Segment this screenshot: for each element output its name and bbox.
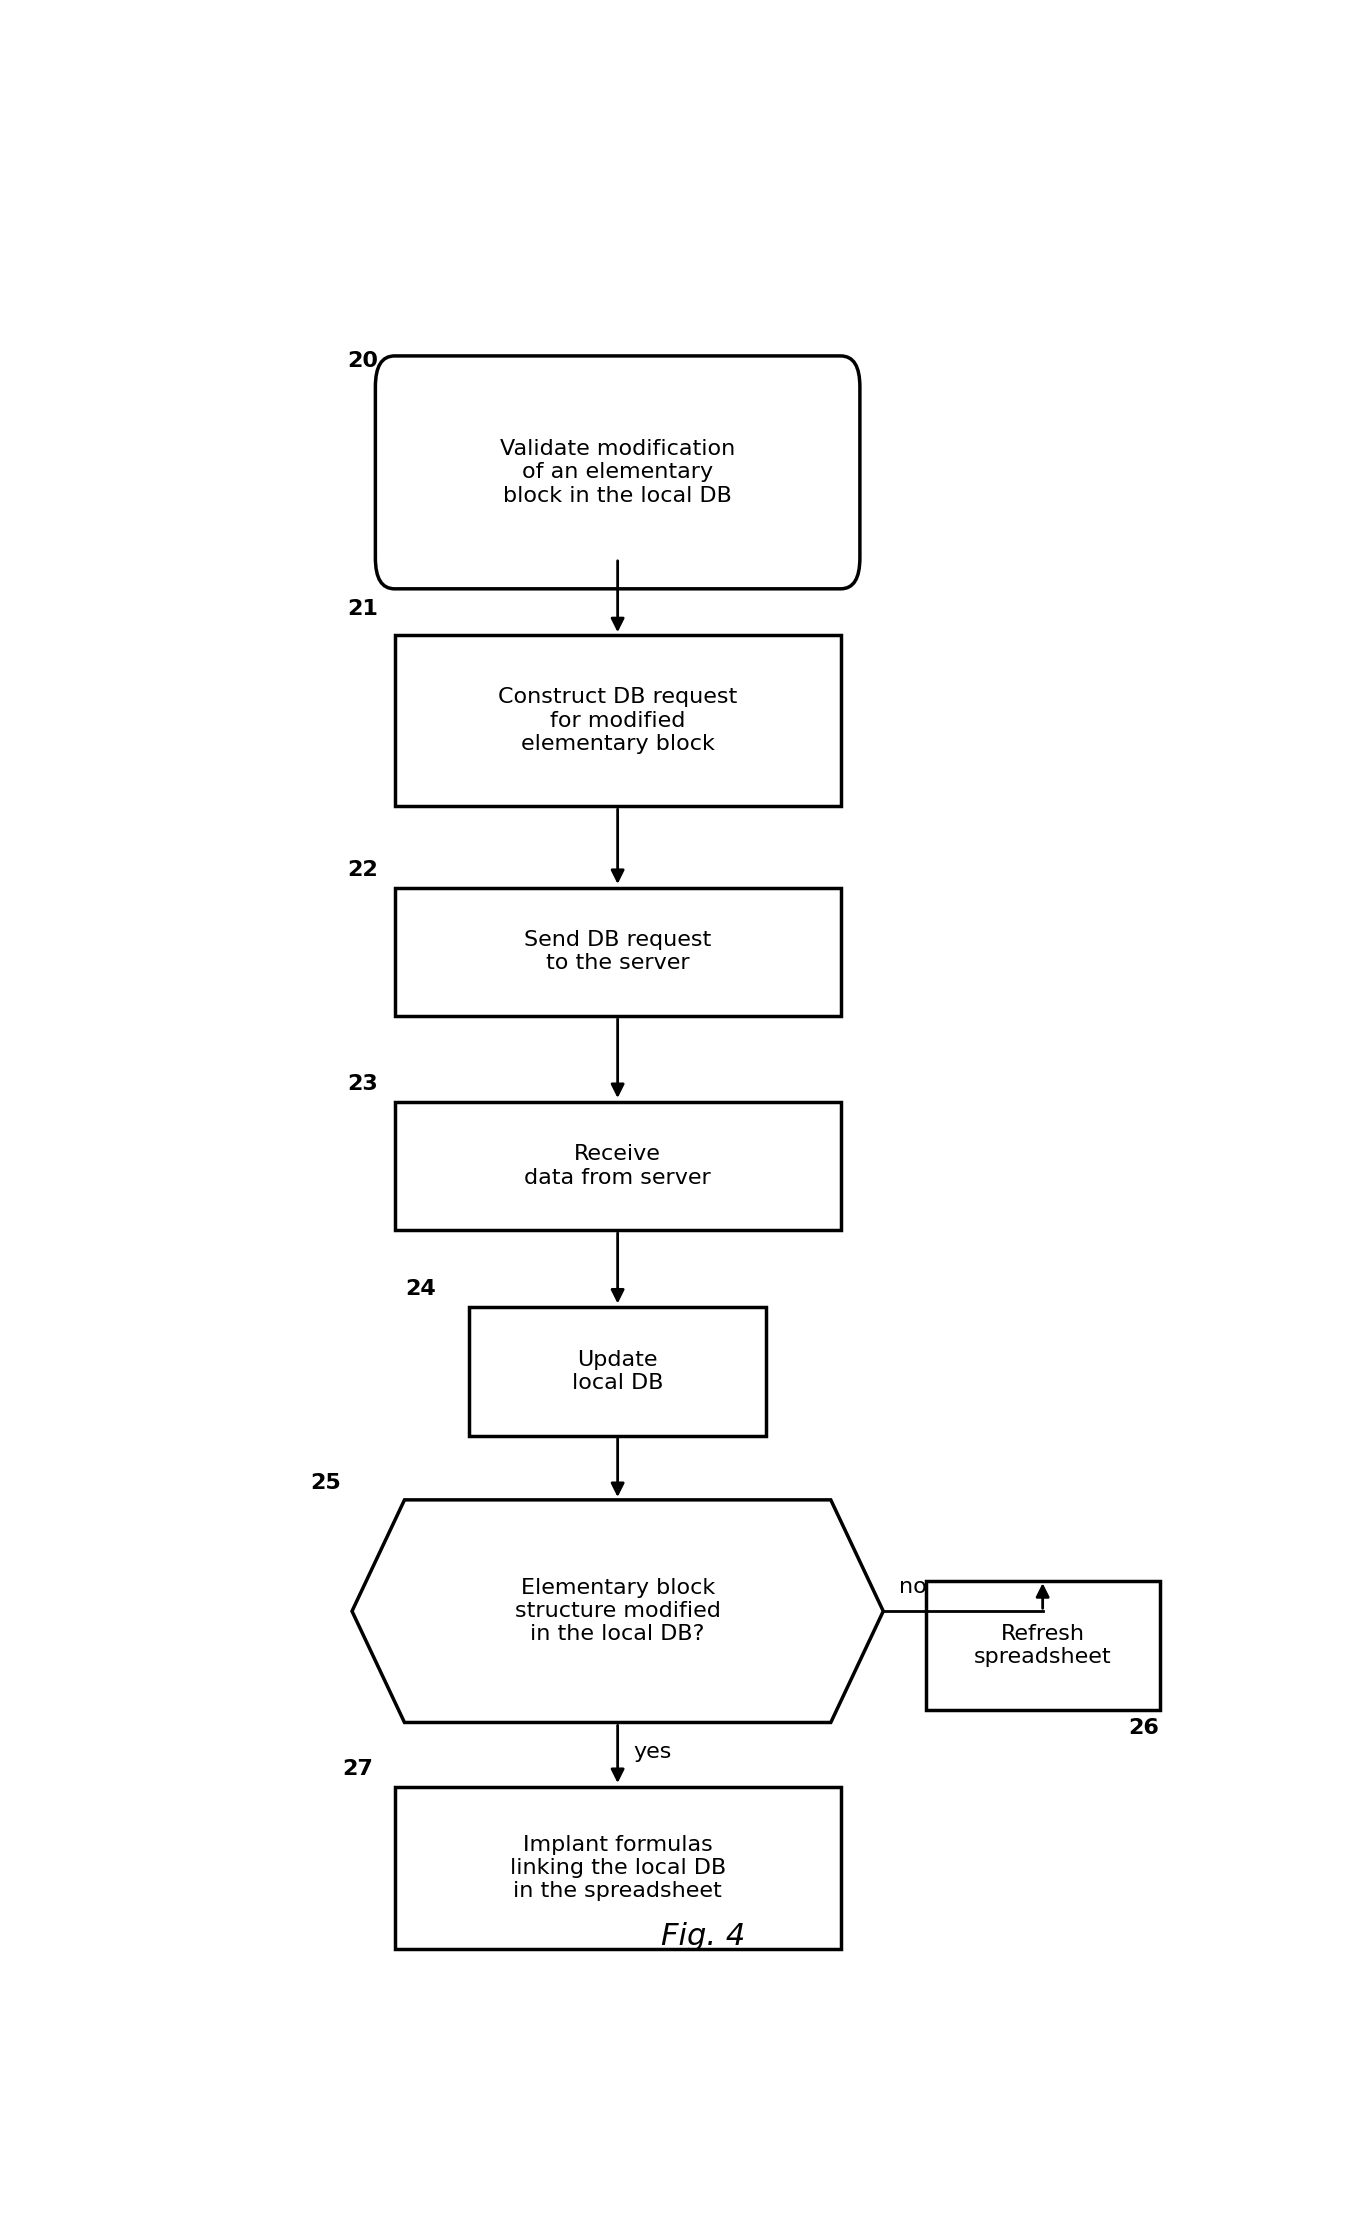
Text: Implant formulas
linking the local DB
in the spreadsheet: Implant formulas linking the local DB in… [510, 1835, 725, 1902]
Bar [395, 1101, 840, 1230]
Text: Validate modification
of an elementary
block in the local DB: Validate modification of an elementary b… [500, 438, 735, 505]
Text: Send DB request
to the server: Send DB request to the server [524, 930, 712, 974]
Text: Receive
data from server: Receive data from server [524, 1145, 712, 1188]
Polygon shape [352, 1499, 883, 1721]
Text: Update
local DB: Update local DB [572, 1350, 664, 1392]
FancyBboxPatch shape [376, 356, 860, 589]
Text: Fig. 4: Fig. 4 [661, 1922, 744, 1950]
Text: no: no [899, 1577, 927, 1597]
Bar [925, 1581, 1160, 1710]
Text: Elementary block
structure modified
in the local DB?: Elementary block structure modified in t… [514, 1579, 721, 1644]
Bar [395, 1786, 840, 1950]
Text: 23: 23 [347, 1074, 378, 1094]
Text: 24: 24 [406, 1279, 436, 1299]
Text: 27: 27 [341, 1759, 373, 1779]
Bar [395, 636, 840, 807]
Text: 20: 20 [347, 351, 378, 371]
Text: 25: 25 [310, 1472, 341, 1492]
Text: Refresh
spreadsheet: Refresh spreadsheet [973, 1624, 1112, 1668]
Bar [469, 1308, 766, 1437]
Text: 22: 22 [347, 861, 378, 881]
Text: 26: 26 [1128, 1717, 1158, 1737]
Bar [395, 887, 840, 1016]
Text: Construct DB request
for modified
elementary block: Construct DB request for modified elemen… [498, 687, 738, 754]
Text: yes: yes [633, 1741, 672, 1761]
Text: 21: 21 [347, 600, 378, 618]
